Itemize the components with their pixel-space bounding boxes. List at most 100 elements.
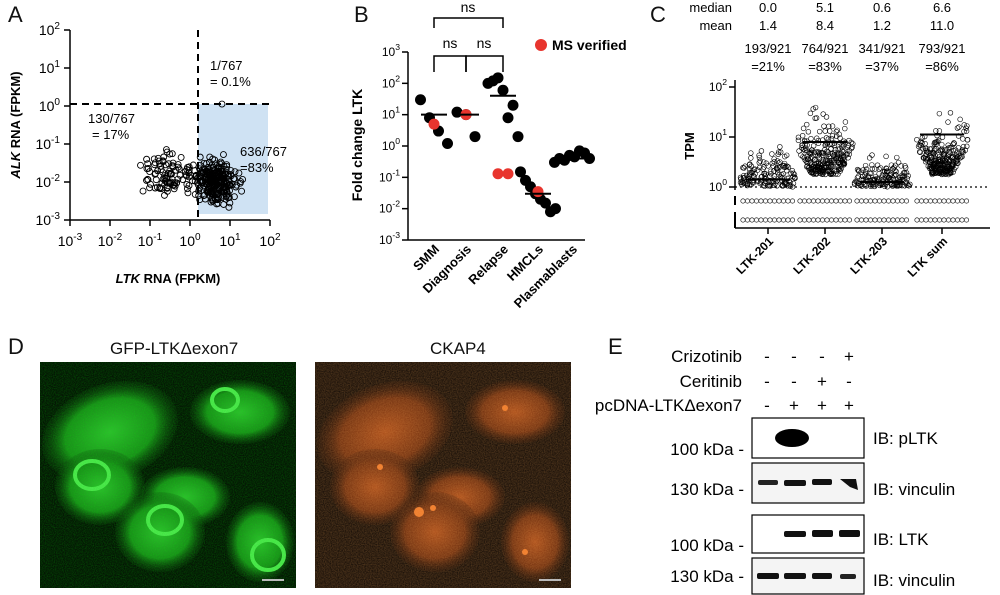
data-point xyxy=(813,115,820,121)
median-value: 6.6 xyxy=(933,0,951,15)
treatment-sign: + xyxy=(817,372,827,391)
data-point xyxy=(854,175,861,181)
below-threshold-point xyxy=(868,198,874,204)
data-point xyxy=(923,145,929,152)
data-point xyxy=(815,166,821,173)
data-point xyxy=(856,168,862,175)
data-point xyxy=(807,155,814,162)
below-threshold-point xyxy=(847,198,853,204)
below-threshold-point xyxy=(829,198,835,204)
mean-value: 11.0 xyxy=(930,18,954,33)
data-point xyxy=(168,150,176,158)
percent-value: =83% xyxy=(808,59,842,74)
data-point xyxy=(767,183,774,189)
data-point xyxy=(898,163,904,169)
data-point xyxy=(956,124,962,130)
data-point xyxy=(826,164,832,170)
data-point xyxy=(892,167,898,174)
data-point xyxy=(807,169,814,175)
below-threshold-point xyxy=(886,198,892,204)
data-point xyxy=(842,125,848,132)
below-threshold-point xyxy=(959,198,965,204)
y-axis-label: ALK RNA (FPKM) xyxy=(8,71,23,179)
below-threshold-point xyxy=(954,198,960,204)
data-point xyxy=(218,170,226,178)
y-tick-label: 10-1 xyxy=(35,135,60,152)
data-point xyxy=(151,161,159,169)
data-point xyxy=(916,149,923,155)
data-point xyxy=(750,173,757,179)
data-point xyxy=(222,195,230,203)
data-point xyxy=(217,182,225,190)
data-point xyxy=(222,183,230,191)
data-point xyxy=(155,157,163,165)
treatment-sign: - xyxy=(764,347,770,366)
data-point xyxy=(829,133,836,139)
data-point xyxy=(821,160,828,166)
below-threshold-point xyxy=(927,198,933,204)
below-threshold-point xyxy=(745,198,751,204)
panel-b-scatter-chart: 10-3 10-2 10-1 100 101 102 103 ns ns ns MS ver… xyxy=(349,0,627,311)
data-point xyxy=(947,150,953,156)
data-point xyxy=(143,165,151,173)
below-threshold-point xyxy=(923,198,929,204)
data-point xyxy=(849,144,855,150)
ib-label-4: IB: vinculin xyxy=(873,571,955,590)
data-point xyxy=(946,144,953,151)
data-point xyxy=(807,150,814,156)
below-threshold-point xyxy=(745,217,751,223)
data-point xyxy=(890,183,896,189)
data-point xyxy=(512,131,524,143)
data-point xyxy=(774,166,780,172)
data-point xyxy=(964,143,970,150)
data-point xyxy=(177,153,185,161)
below-threshold-point xyxy=(945,217,951,223)
percent-value: =37% xyxy=(865,59,899,74)
data-point xyxy=(914,137,920,143)
ib-label-1: IB: pLTK xyxy=(873,429,939,448)
data-point xyxy=(855,173,862,180)
data-point xyxy=(905,182,911,188)
data-point xyxy=(935,157,941,163)
data-point xyxy=(948,169,954,175)
treatment-sign: + xyxy=(844,396,854,415)
data-point xyxy=(497,84,509,96)
data-point xyxy=(954,125,961,131)
data-point xyxy=(827,171,833,177)
data-point xyxy=(195,185,203,193)
data-point xyxy=(809,169,815,175)
data-point xyxy=(808,166,814,173)
data-point xyxy=(939,134,946,140)
micrograph-ckap4 xyxy=(315,362,571,588)
y-tick-label: 10-2 xyxy=(35,173,60,190)
below-threshold-point xyxy=(895,198,901,204)
data-point xyxy=(929,171,936,178)
below-threshold-point xyxy=(963,198,969,204)
data-point xyxy=(812,104,819,111)
below-threshold-point xyxy=(918,217,924,223)
category-label: LTK sum xyxy=(905,234,951,280)
data-point xyxy=(185,173,193,181)
data-point xyxy=(799,145,805,151)
data-point xyxy=(895,159,902,166)
y-tick-label: 102 xyxy=(709,77,727,94)
data-point xyxy=(819,150,825,156)
below-threshold-point xyxy=(740,198,746,204)
data-point xyxy=(161,191,168,199)
data-point xyxy=(184,189,192,197)
data-point xyxy=(891,164,897,170)
data-point xyxy=(867,170,873,177)
data-point xyxy=(144,176,152,184)
data-point xyxy=(225,203,233,211)
data-point xyxy=(156,185,164,192)
annotation-left-2: = 17% xyxy=(92,127,130,142)
below-threshold-point xyxy=(941,198,947,204)
data-point xyxy=(765,163,771,169)
data-point xyxy=(228,181,236,189)
data-point xyxy=(783,167,790,174)
below-threshold-point xyxy=(797,217,803,223)
annotation-top-2: = 0.1% xyxy=(210,74,251,89)
data-point xyxy=(151,170,159,178)
data-point xyxy=(214,193,222,201)
ms-verified-point xyxy=(492,168,504,180)
